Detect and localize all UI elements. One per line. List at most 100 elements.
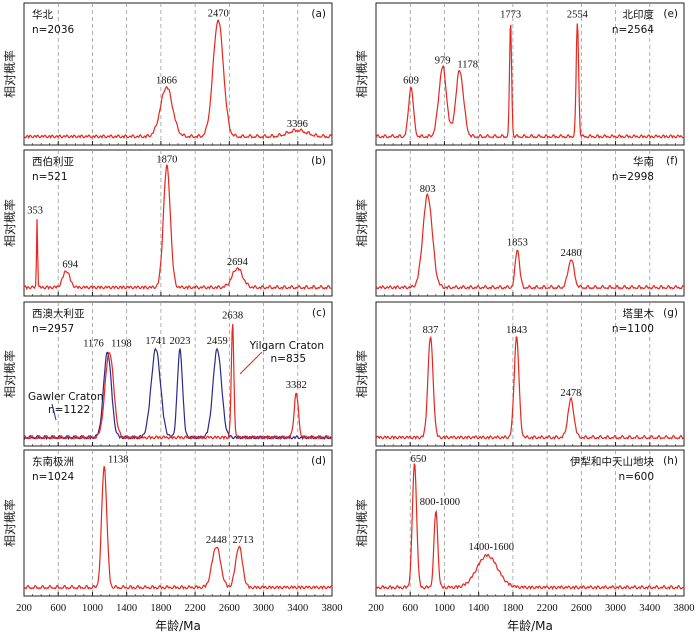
peak-label: 2470	[208, 8, 229, 19]
peak-label: 1843	[506, 325, 527, 336]
region-title: 华南	[633, 155, 654, 168]
peak-label: 1866	[156, 75, 177, 86]
panel-label: (f)	[666, 155, 678, 167]
peak-label: 2554	[567, 10, 589, 21]
x-tick-label: 1000	[82, 603, 103, 614]
x-tick-label: 2200	[537, 603, 558, 614]
x-tick-label: 200	[368, 603, 384, 614]
x-tick-label: 1400	[468, 603, 489, 614]
panel-label: (h)	[663, 455, 678, 467]
peak-label: 803	[420, 184, 436, 195]
curve-primary	[23, 164, 333, 291]
peak-label: 800-1000	[420, 497, 460, 508]
x-tick-label: 1800	[502, 603, 523, 614]
x-tick-label: 3800	[322, 603, 343, 614]
peak-label: 1198	[111, 338, 132, 349]
x-tick-label: 2600	[219, 603, 240, 614]
sample-count: n=2564	[612, 24, 654, 36]
peak-label: 2459	[207, 336, 228, 347]
annotation-gawler-n: n=1122	[48, 404, 90, 416]
curve-primary	[375, 23, 685, 140]
x-tick-label: 3800	[674, 603, 695, 614]
peak-label: 979	[435, 56, 451, 67]
x-tick-label: 1400	[116, 603, 137, 614]
peak-label: 3396	[287, 119, 308, 130]
curve-secondary	[23, 323, 333, 441]
annotation-gawler: Gawler Craton	[28, 391, 103, 403]
peak-label: 1176	[83, 338, 104, 349]
curve-primary	[23, 19, 333, 140]
annotation-arrow	[239, 351, 263, 375]
region-title: 塔里木	[623, 307, 655, 320]
panel-frame	[23, 149, 333, 297]
peak-label: 2638	[222, 311, 243, 322]
panel-label: (d)	[311, 455, 326, 467]
peak-label: 837	[423, 325, 439, 336]
x-tick-label: 200	[16, 603, 32, 614]
panel-b: 353 694 1870 2694 (b) 西伯利亚 n=521 相对概率	[2, 149, 333, 297]
y-axis-label: 相对概率	[2, 199, 17, 247]
panel-d: 1138 2448 2713 (d) 东南极洲 n=1024 相对概率 200 600 1000 1…	[2, 449, 343, 633]
peak-label: 2694	[227, 257, 249, 268]
region-title: 东南极洲	[32, 455, 74, 468]
peak-label: 2478	[560, 388, 581, 399]
sample-count: n=1024	[32, 471, 74, 483]
y-axis-label: 相对概率	[354, 50, 369, 98]
x-tick-label: 600	[402, 603, 418, 614]
panel-label: (g)	[663, 307, 678, 319]
annotation-yilgarn-n: n=835	[271, 353, 307, 365]
x-tick-label: 3400	[287, 603, 308, 614]
x-tick-label: 2200	[185, 603, 206, 614]
panel-c: 1176 1198 1741 2023 2459 2638 3382 (c) 西澳大利亚 n=29…	[2, 301, 333, 447]
y-axis-label: 相对概率	[2, 350, 17, 398]
x-tick-label: 600	[50, 603, 66, 614]
x-tick-label: 1800	[150, 603, 171, 614]
annotation-arrow	[51, 403, 57, 421]
x-axis-label: 年龄/Ma	[507, 619, 553, 633]
sample-count: n=2957	[32, 323, 74, 335]
panel-h: 650 800-1000 1400-1600 (h) 伊犁和中天山地块 n=600 相对概率…	[354, 449, 695, 633]
peak-label: 1773	[500, 10, 521, 21]
region-title: 伊犁和中天山地块	[570, 455, 654, 468]
peak-label: 1741	[145, 336, 166, 347]
region-title: 西澳大利亚	[32, 307, 85, 320]
region-title: 华北	[32, 8, 53, 21]
peak-label: 650	[411, 454, 427, 465]
peak-label: 609	[403, 75, 419, 86]
region-title: 西伯利亚	[32, 155, 74, 168]
peak-label: 1870	[156, 154, 177, 165]
x-tick-label: 3000	[253, 603, 274, 614]
peak-label: 1178	[457, 59, 478, 70]
x-tick-label: 3400	[639, 603, 660, 614]
peak-label: 2480	[561, 248, 582, 259]
panel-label: (e)	[663, 8, 678, 20]
panel-label: (c)	[312, 307, 326, 319]
panel-label: (b)	[311, 155, 326, 167]
curve-primary	[375, 192, 685, 291]
y-axis-label: 相对概率	[2, 50, 17, 98]
panel-g: 837 1843 2478 (g) 塔里木 n=1100 相对概率	[354, 301, 685, 447]
curve-primary	[23, 347, 333, 441]
x-axis-label: 年龄/Ma	[155, 619, 201, 633]
curve-primary	[23, 465, 333, 591]
panel-a: 1866 2470 3396 (a) 华北 n=2036 相对概率	[2, 2, 333, 146]
panel-e: 609 979 1178 1773 2554 (e) 北印度 n=2564 相对概率	[354, 2, 685, 146]
sample-count: n=600	[619, 471, 655, 483]
y-axis-label: 相对概率	[354, 350, 369, 398]
peak-label: 1138	[108, 454, 129, 465]
y-axis-label: 相对概率	[2, 499, 17, 547]
y-axis-label: 相对概率	[354, 199, 369, 247]
peak-label: 3382	[286, 380, 307, 391]
region-title: 北印度	[623, 8, 655, 21]
peak-label: 2713	[233, 535, 254, 546]
panel-label: (a)	[311, 8, 326, 20]
peak-label: 353	[27, 206, 43, 217]
peak-label: 1400-1600	[468, 542, 514, 553]
peak-label: 1853	[507, 238, 528, 249]
sample-count: n=1100	[612, 323, 654, 335]
sample-count: n=2036	[32, 24, 74, 36]
sample-count: n=521	[32, 171, 68, 183]
peak-label: 2448	[206, 535, 227, 546]
panel-f: 803 1853 2480 (f) 华南 n=2998 相对概率	[354, 149, 685, 297]
